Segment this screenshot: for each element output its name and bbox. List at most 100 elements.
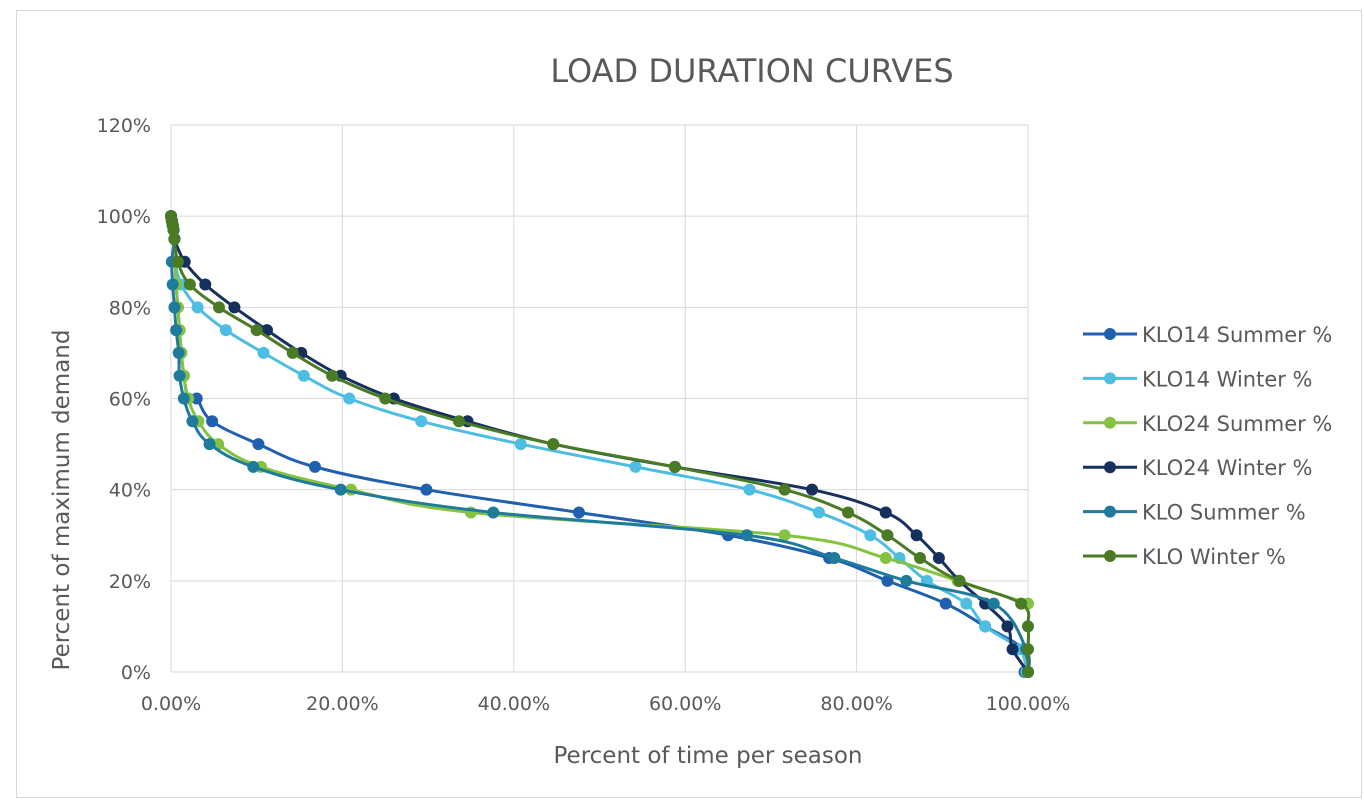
data-point <box>343 393 355 405</box>
y-tick-label: 40% <box>109 480 151 502</box>
data-point <box>669 461 681 473</box>
data-point <box>326 370 338 382</box>
series-2 <box>165 210 1032 678</box>
x-tick-label: 20.00% <box>306 693 378 715</box>
data-point <box>453 415 465 427</box>
legend-swatch-marker <box>1104 506 1116 518</box>
data-point <box>806 484 818 496</box>
data-point <box>933 552 945 564</box>
legend-swatch-marker <box>1104 328 1116 340</box>
y-axis-ticks: 0% 20% 40% 60% 80% 100% 120% <box>97 115 151 684</box>
x-tick-label: 40.00% <box>478 693 550 715</box>
data-point <box>741 529 753 541</box>
data-point <box>184 279 196 291</box>
legend-label: KLO14 Winter % <box>1142 367 1313 391</box>
series-1 <box>165 210 1031 678</box>
data-point <box>415 415 427 427</box>
legend-label: KLO24 Winter % <box>1142 456 1313 480</box>
data-point <box>192 301 204 313</box>
data-point <box>1015 598 1027 610</box>
data-point <box>379 393 391 405</box>
data-point <box>174 370 186 382</box>
data-point <box>911 529 923 541</box>
data-point <box>515 438 527 450</box>
gridlines <box>171 125 1028 672</box>
legend-item: KLO14 Winter % <box>1083 367 1313 391</box>
data-point <box>213 301 225 313</box>
data-point <box>298 370 310 382</box>
data-point <box>258 347 270 359</box>
series-5 <box>165 210 1034 678</box>
legend-swatch-marker <box>1104 372 1116 384</box>
x-tick-label: 0.00% <box>141 693 201 715</box>
data-point <box>900 575 912 587</box>
data-point <box>228 301 240 313</box>
legend-swatch-marker <box>1104 417 1116 429</box>
data-point <box>168 233 180 245</box>
data-point <box>1022 620 1034 632</box>
data-point <box>573 506 585 518</box>
legend-label: KLO24 Summer % <box>1142 412 1332 436</box>
data-point <box>629 461 641 473</box>
x-axis-ticks: 0.00% 20.00% 40.00% 60.00% 80.00% 100.00% <box>141 693 1070 715</box>
legend-item: KLO24 Winter % <box>1083 456 1313 480</box>
data-point <box>178 393 190 405</box>
data-point <box>204 438 216 450</box>
data-point <box>335 484 347 496</box>
series-3 <box>165 210 1034 609</box>
legend-item: KLO Summer % <box>1083 501 1306 525</box>
legend-label: KLO Winter % <box>1142 545 1286 569</box>
legend-swatch-marker <box>1104 461 1116 473</box>
data-point <box>186 415 198 427</box>
data-point <box>309 461 321 473</box>
legend-label: KLO Summer % <box>1142 501 1306 525</box>
data-point <box>220 324 232 336</box>
data-point <box>940 598 952 610</box>
legend-swatch-marker <box>1104 550 1116 562</box>
data-point <box>842 506 854 518</box>
data-point <box>287 347 299 359</box>
series-line <box>171 216 1028 603</box>
x-axis-label: Percent of time per season <box>554 743 863 769</box>
y-tick-label: 80% <box>109 297 151 319</box>
series-line <box>171 216 1028 672</box>
data-point <box>420 484 432 496</box>
x-tick-label: 100.00% <box>986 693 1071 715</box>
legend-item: KLO24 Summer % <box>1083 412 1332 436</box>
legend-item: KLO Winter % <box>1083 545 1286 569</box>
data-point <box>1007 643 1019 655</box>
data-point <box>953 575 965 587</box>
data-point <box>779 484 791 496</box>
series-line <box>171 216 1029 672</box>
data-point <box>206 415 218 427</box>
data-point <box>880 552 892 564</box>
data-point <box>252 438 264 450</box>
legend-item: KLO14 Summer % <box>1083 323 1332 347</box>
data-point <box>864 529 876 541</box>
data-point <box>828 552 840 564</box>
data-point <box>251 324 263 336</box>
data-point <box>487 506 499 518</box>
x-tick-label: 80.00% <box>820 693 892 715</box>
data-point <box>881 529 893 541</box>
data-point <box>173 347 185 359</box>
data-point <box>170 324 182 336</box>
series-line <box>171 216 1026 672</box>
data-point <box>988 598 1000 610</box>
data-point <box>167 279 179 291</box>
data-point <box>168 301 180 313</box>
y-tick-label: 60% <box>109 389 151 411</box>
data-point <box>1022 666 1034 678</box>
series-layer <box>165 210 1034 678</box>
y-tick-label: 20% <box>109 571 151 593</box>
y-tick-label: 120% <box>97 115 151 137</box>
data-point <box>1022 643 1034 655</box>
data-point <box>547 438 559 450</box>
data-point <box>199 279 211 291</box>
legend: KLO14 Summer % KLO14 Winter % KLO24 Summer… <box>1083 323 1332 569</box>
series-4 <box>165 210 1034 678</box>
x-tick-label: 60.00% <box>649 693 721 715</box>
chart-title: LOAD DURATION CURVES <box>550 52 953 90</box>
y-tick-label: 0% <box>121 662 151 684</box>
